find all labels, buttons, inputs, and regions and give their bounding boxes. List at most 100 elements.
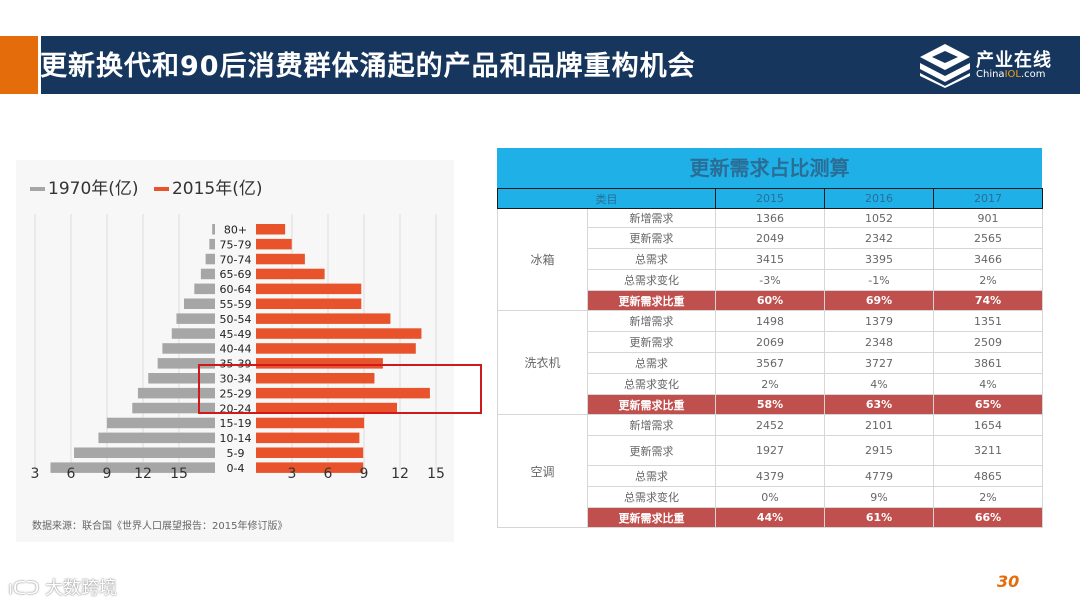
bar-2015-0-4: [256, 462, 364, 473]
legend-item-2015: 2015年(亿): [153, 179, 262, 199]
table-header-row: 类目 2015 2016 2017: [497, 188, 1043, 209]
age-group-label: 15-19: [220, 417, 252, 430]
bar-1970-45-49: [171, 328, 215, 339]
bar-2015-5-9: [256, 447, 364, 458]
value-cell: 58%: [715, 394, 825, 415]
bar-1970-5-9: [74, 447, 215, 458]
value-cell: 3415: [715, 248, 825, 270]
bar-2015-55-59: [256, 298, 362, 309]
watermark: ıᑕᑐ 大数跨境: [8, 578, 118, 599]
title-accent-bar: [0, 36, 38, 94]
column-header: 类目: [497, 188, 716, 209]
age-group-label: 40-44: [220, 343, 252, 356]
table-row: 空调 新增需求 2452 2101 1654: [497, 414, 1043, 528]
value-cell: 2%: [715, 373, 825, 395]
category-cell: 空调: [497, 414, 588, 528]
bar-1970-20-24: [132, 402, 215, 414]
row-label: 总需求变化: [587, 269, 716, 291]
legend-item-1970: 1970年(亿): [30, 179, 139, 199]
value-cell: 2565: [933, 227, 1043, 249]
value-cell: 65%: [933, 394, 1043, 415]
left-tick-label: 6: [67, 466, 76, 482]
value-cell: 74%: [933, 290, 1043, 311]
row-label: 总需求: [587, 352, 716, 374]
row-label: 新增需求: [587, 310, 716, 332]
bar-1970-65-69: [200, 268, 215, 280]
row-label: 更新需求: [587, 227, 716, 249]
row-label: 更新需求比重: [587, 394, 716, 415]
logo-text-cn: 产业在线: [976, 50, 1052, 71]
category-cell: 冰箱: [497, 208, 588, 311]
age-group-label: 10-14: [220, 432, 252, 445]
bar-1970-40-44: [162, 343, 215, 354]
row-label: 新增需求: [587, 414, 716, 436]
category-cell: 洗衣机: [497, 310, 588, 415]
bar-2015-20-24: [256, 402, 397, 414]
value-cell: 3567: [715, 352, 825, 374]
row-label: 更新需求: [587, 331, 716, 353]
table-row: 更新需求比重 60% 69% 74%: [498, 290, 1043, 311]
bar-1970-60-64: [194, 283, 215, 295]
value-cell: 2101: [824, 414, 934, 436]
right-tick-label: 15: [427, 466, 445, 482]
age-group-label: 45-49: [220, 328, 252, 341]
value-cell: 69%: [824, 290, 934, 311]
value-cell: 3727: [824, 352, 934, 374]
value-cell: 2915: [824, 435, 934, 466]
bar-2015-40-44: [256, 343, 416, 354]
value-cell: 2452: [715, 414, 825, 436]
age-group-label: 70-74: [220, 253, 252, 266]
age-group-label: 30-34: [220, 373, 252, 386]
bar-1970-25-29: [137, 387, 215, 399]
left-tick-label: 12: [134, 466, 152, 482]
bar-1970-55-59: [183, 298, 215, 309]
bar-2015-60-64: [256, 283, 362, 295]
age-group-label: 25-29: [220, 387, 252, 400]
table-row: 更新需求 2069 2348 2509: [498, 331, 1043, 353]
bar-1970-75-79: [209, 238, 215, 250]
bar-2015-10-14: [256, 432, 360, 444]
age-group-label: 60-64: [220, 283, 252, 296]
row-label: 总需求: [587, 465, 716, 487]
value-cell: 44%: [715, 507, 825, 528]
value-cell: 4%: [933, 373, 1043, 395]
right-tick-label: 6: [324, 466, 333, 482]
value-cell: 9%: [824, 486, 934, 508]
table-row: 更新需求比重 58% 63% 65%: [498, 394, 1043, 415]
value-cell: 3211: [933, 435, 1043, 466]
value-cell: 2348: [824, 331, 934, 353]
table-row: 总需求 3567 3727 3861: [498, 352, 1043, 374]
table-title: 更新需求占比测算: [689, 156, 850, 180]
age-group-label: 55-59: [220, 298, 252, 311]
bar-2015-80+: [256, 224, 286, 235]
value-cell: 3861: [933, 352, 1043, 374]
bar-1970-0-4: [50, 462, 215, 473]
table-title-bar: [497, 148, 1042, 188]
value-cell: 4779: [824, 465, 934, 487]
right-tick-label: 3: [288, 466, 297, 482]
age-group-label: 80+: [224, 224, 247, 237]
title-bar: [41, 36, 1080, 94]
value-cell: 63%: [824, 394, 934, 415]
age-group-label: 50-54: [220, 313, 252, 326]
page-number: 30: [997, 572, 1020, 591]
cube-logo-icon: [920, 44, 970, 88]
slide-title: 更新换代和90后消费群体涌起的产品和品牌重构机会: [40, 51, 696, 82]
demand-data-table: 类目 2015 2016 2017 冰箱 新增需求 1366 1052 901 更新需求 2049 2…: [497, 188, 1043, 528]
table-row: 总需求变化 2% 4% 4%: [498, 373, 1043, 395]
bar-2015-15-19: [256, 417, 365, 429]
table-row: 冰箱 新增需求 1366 1052 901: [497, 208, 1043, 311]
bar-1970-10-14: [98, 432, 215, 444]
value-cell: 3466: [933, 248, 1043, 270]
value-cell: 1052: [824, 208, 934, 228]
bar-2015-70-74: [256, 253, 305, 265]
column-header: 2017: [933, 188, 1043, 209]
bar-2015-25-29: [256, 387, 430, 399]
row-label: 更新需求: [587, 435, 716, 466]
bar-2015-65-69: [256, 268, 325, 280]
value-cell: 901: [933, 208, 1043, 228]
row-label: 总需求: [587, 248, 716, 270]
table-row: 更新需求比重 44% 61% 66%: [498, 507, 1043, 528]
value-cell: 4%: [824, 373, 934, 395]
bar-2015-30-34: [256, 373, 375, 384]
